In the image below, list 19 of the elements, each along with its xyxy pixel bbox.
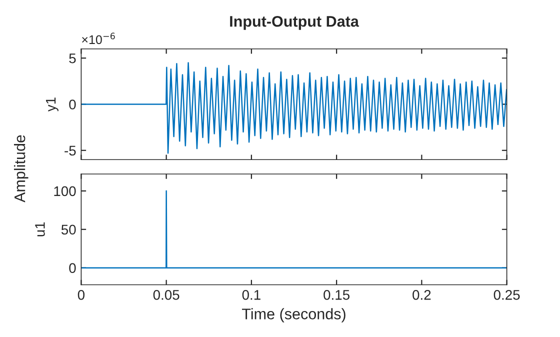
y-axis-title: y1 [46,98,58,112]
x-tick-label: 0.05 [153,290,180,300]
x-tick-label: 0 [78,290,85,300]
y-tick-label: -5 [64,146,76,156]
text: ×10$^{−6}$ [82,32,115,44]
x-axis-title: Time (seconds) [242,308,346,322]
text: Amplitude [14,135,28,202]
y-tick-label: 5 [69,54,76,64]
y-axis-title: u1 [35,222,45,236]
x-tick-label: 0.2 [412,290,431,300]
x-tick-label: 0.25 [494,290,520,300]
y-tick-label: 0 [69,100,76,110]
chart-title: Input-Output Data [230,16,360,30]
x-tick-label: 0.1 [242,290,260,300]
y-tick-label: 50 [61,224,76,235]
y-tick-label: 0 [69,263,76,274]
x-tick-label: 0.15 [324,290,350,300]
line-series [81,62,507,154]
y-tick-label: 100 [54,186,76,196]
